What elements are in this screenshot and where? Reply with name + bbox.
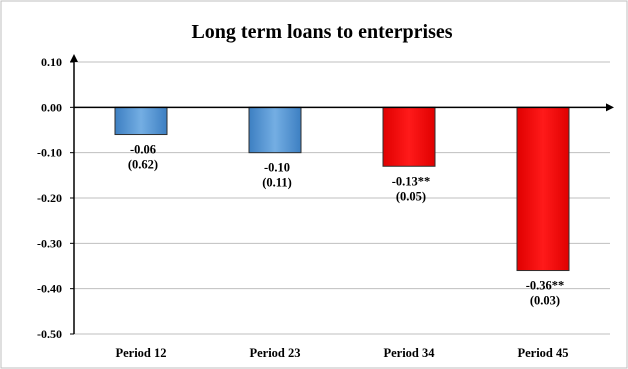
y-tick-label: -0.30 [37, 236, 62, 250]
data-label-value: -0.10 [264, 161, 290, 175]
data-label-pvalue: (0.62) [128, 158, 158, 172]
y-tick-label: 0.00 [41, 100, 62, 114]
x-category-label: Period 23 [249, 346, 300, 360]
data-label-value: -0.13** [392, 174, 431, 188]
y-tick-label: -0.50 [37, 327, 62, 341]
chart-title: Long term loans to enterprises [191, 21, 452, 43]
bar-period-23 [248, 106, 302, 154]
bar-period-34 [382, 106, 436, 167]
y-tick-label: 0.10 [41, 55, 62, 69]
x-category-label: Period 12 [115, 346, 166, 360]
x-category-label: Period 34 [383, 346, 435, 360]
data-label-pvalue: (0.05) [396, 189, 426, 203]
data-label-pvalue: (0.03) [530, 294, 560, 308]
y-tick-label: -0.10 [37, 146, 62, 160]
data-label-value: -0.36** [526, 279, 565, 293]
bar-period-45 [516, 106, 570, 272]
data-label-pvalue: (0.11) [262, 176, 292, 190]
data-label-value: -0.06 [130, 143, 156, 157]
x-category-label: Period 45 [517, 346, 568, 360]
y-tick-label: -0.20 [37, 191, 62, 205]
y-tick-label: -0.40 [37, 282, 62, 296]
bar-period-12 [114, 106, 168, 136]
